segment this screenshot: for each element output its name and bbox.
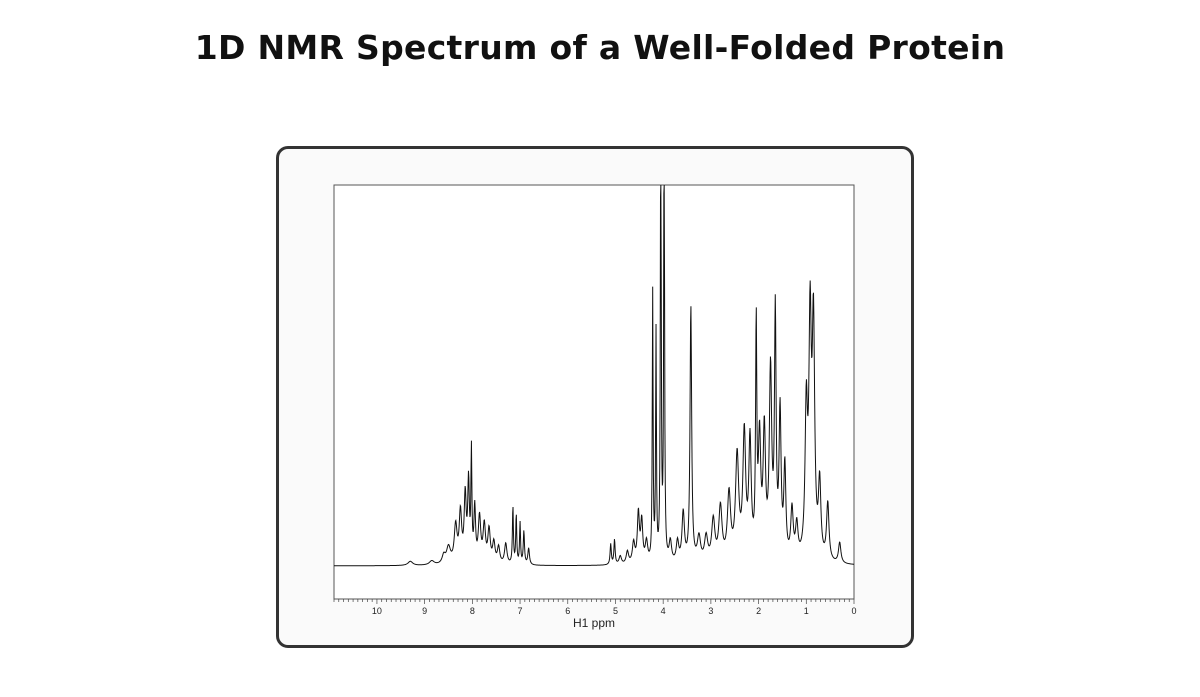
x-tick-label: 4 [661,606,666,616]
spectrum-line [334,184,855,567]
x-tick-label: 6 [565,606,570,616]
x-tick-label: 3 [708,606,713,616]
x-axis-title: H1 ppm [573,616,615,630]
x-tick-label: 1 [804,606,809,616]
x-tick-label: 7 [518,606,523,616]
x-tick-label: 9 [422,606,427,616]
x-tick-label: 0 [851,606,856,616]
page-title: 1D NMR Spectrum of a Well-Folded Protein [194,28,1006,67]
x-tick-label: 2 [756,606,761,616]
x-axis-tick-labels: 10 9 8 7 6 5 4 3 2 1 0 [372,606,857,616]
x-tick-label: 8 [470,606,475,616]
x-tick-label: 5 [613,606,618,616]
plot-area [333,184,855,600]
x-axis-ticks [333,599,855,604]
x-tick-label: 10 [372,606,382,616]
spectrum-chart: 10 9 8 7 6 5 4 3 2 1 0 H1 ppm [333,184,857,630]
chart-frame: 10 9 8 7 6 5 4 3 2 1 0 H1 ppm [276,146,914,648]
